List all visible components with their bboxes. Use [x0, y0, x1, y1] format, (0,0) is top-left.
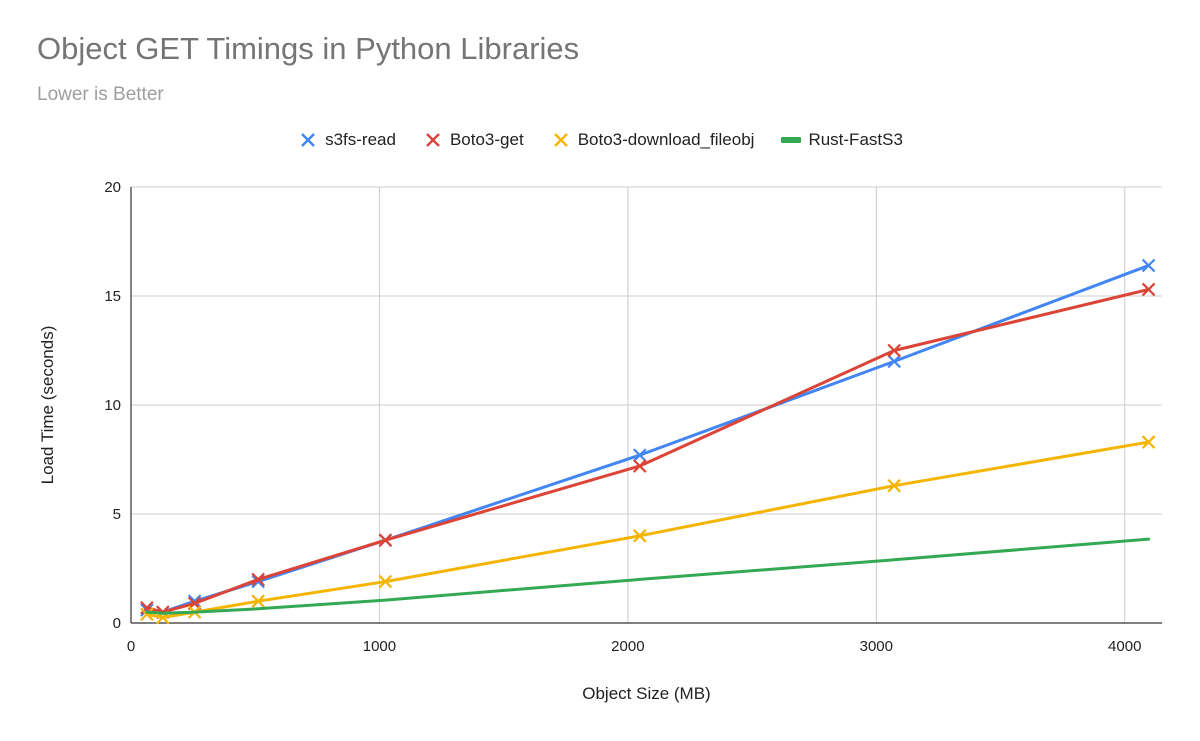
data-point-marker — [1141, 282, 1156, 297]
data-point-marker — [887, 478, 901, 493]
chart-title: Object GET Timings in Python Libraries — [37, 31, 580, 66]
marker-stroke — [378, 533, 393, 547]
marker-stroke — [1141, 258, 1156, 273]
x-tick-label: 4000 — [1108, 638, 1141, 655]
series-line-s3fs-read — [145, 264, 1151, 614]
marker-stroke — [887, 478, 901, 493]
data-point-marker — [140, 607, 154, 622]
legend-label: Rust-FastS3 — [808, 130, 903, 149]
y-axis-title: Load Time (seconds) — [38, 326, 57, 485]
data-point-marker — [378, 574, 393, 589]
chart-subtitle: Lower is Better — [37, 84, 164, 105]
x-tick-label: 3000 — [860, 638, 893, 655]
legend-x-marker-icon — [422, 129, 444, 151]
marker-stroke — [887, 343, 901, 358]
marker-stroke — [1141, 282, 1156, 297]
legend-line-icon — [780, 129, 802, 151]
data-point-marker — [887, 354, 901, 369]
series-line-boto3-download_fileobj — [145, 440, 1151, 619]
legend-item: Rust-FastS3 — [780, 129, 903, 151]
marker-stroke — [633, 529, 647, 543]
y-tick-label: 0 — [113, 615, 121, 632]
y-tick-label: 10 — [104, 397, 121, 414]
data-point-marker — [887, 343, 901, 358]
marker-stroke — [140, 603, 154, 617]
x-tick-label: 2000 — [611, 638, 644, 655]
data-point-marker — [251, 594, 265, 608]
x-axis-title: Object Size (MB) — [582, 684, 710, 703]
marker-stroke — [251, 594, 265, 608]
x-tick-label: 0 — [127, 638, 135, 655]
legend-label: Boto3-download_fileobj — [577, 130, 755, 149]
data-point-marker — [633, 529, 647, 543]
marker-stroke — [633, 459, 647, 473]
y-tick-label: 20 — [104, 179, 121, 196]
data-point-marker — [378, 533, 393, 547]
legend-item: s3fs-read — [297, 129, 396, 151]
legend-label: s3fs-read — [325, 130, 396, 149]
legend-label: Boto3-get — [449, 130, 524, 149]
series-line-rust-fasts3 — [145, 537, 1151, 615]
legend-item: Boto3-get — [422, 129, 524, 151]
legend-x-marker-icon — [297, 129, 319, 151]
legend-x-marker-icon — [550, 129, 572, 151]
marker-stroke — [251, 572, 265, 587]
legend-item: Boto3-download_fileobj — [550, 129, 755, 151]
y-tick-label: 5 — [113, 506, 121, 523]
marker-stroke — [887, 354, 901, 369]
data-point-marker — [633, 459, 647, 473]
series-line-boto3-get — [145, 288, 1151, 614]
data-point-marker — [1141, 258, 1156, 273]
marker-stroke — [633, 448, 647, 462]
marker-stroke — [1141, 435, 1156, 449]
data-point-marker — [251, 572, 265, 587]
marker-stroke — [140, 607, 154, 622]
y-tick-label: 15 — [104, 288, 121, 305]
data-point-marker — [1141, 435, 1156, 449]
x-tick-label: 1000 — [363, 638, 396, 655]
marker-stroke — [378, 574, 393, 589]
chart-legend: s3fs-read Boto3-get Boto3-download_fileobj… — [0, 129, 1200, 156]
data-point-marker — [633, 448, 647, 462]
